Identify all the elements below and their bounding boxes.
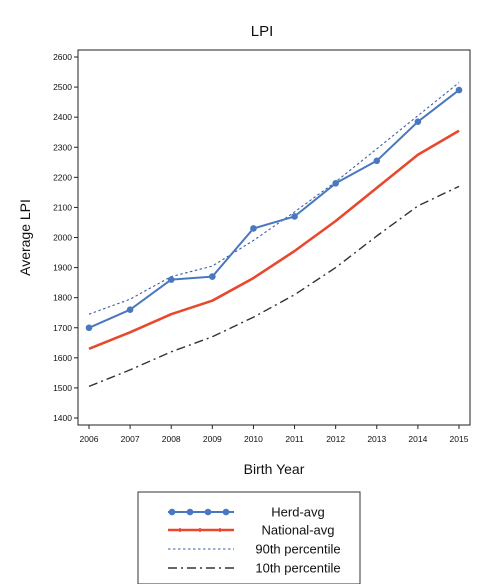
y-tick-label: 2400 bbox=[53, 112, 72, 122]
x-tick-label: 2012 bbox=[326, 434, 345, 444]
series-line-90th-percentile bbox=[88, 82, 460, 315]
legend-label-90th-percentile: 90th percentile bbox=[255, 542, 340, 557]
legend-marker bbox=[222, 508, 230, 516]
x-tick-label: 2006 bbox=[80, 434, 99, 444]
plot-frame bbox=[77, 49, 471, 426]
x-axis-title: Birth Year bbox=[244, 461, 305, 477]
x-tick-label: 2007 bbox=[121, 434, 140, 444]
data-point-herd-avg bbox=[250, 225, 257, 232]
x-tick-label: 2008 bbox=[162, 434, 181, 444]
data-point-herd-avg bbox=[291, 213, 298, 220]
x-tick-label: 2010 bbox=[244, 434, 263, 444]
data-point-herd-avg bbox=[332, 180, 339, 187]
x-tick-label: 2009 bbox=[203, 434, 222, 444]
y-tick-label: 2300 bbox=[53, 142, 72, 152]
y-tick-label: 1700 bbox=[53, 323, 72, 333]
y-axis-title: Average LPI bbox=[17, 199, 33, 276]
y-tick-label: 1500 bbox=[53, 383, 72, 393]
x-tick-label: 2011 bbox=[285, 434, 304, 444]
y-tick-label: 1400 bbox=[53, 413, 72, 423]
x-tick-label: 2013 bbox=[367, 434, 386, 444]
legend-marker bbox=[204, 508, 212, 516]
axes: 1400 1500 1600 1700 1800 1900 2000 2100 2200 2300… bbox=[53, 52, 469, 444]
y-tick-label: 1800 bbox=[53, 293, 72, 303]
x-tick-label: 2014 bbox=[408, 434, 427, 444]
data-point-herd-avg bbox=[209, 273, 216, 280]
legend-marker bbox=[168, 508, 176, 516]
y-tick-label: 1600 bbox=[53, 353, 72, 363]
y-tick-label: 2500 bbox=[53, 82, 72, 92]
data-point-herd-avg bbox=[167, 276, 175, 283]
data-point-herd-avg bbox=[414, 118, 422, 125]
y-tick-label: 2100 bbox=[53, 202, 72, 212]
series-line-national-avg bbox=[88, 129, 460, 351]
plot-area bbox=[85, 82, 463, 388]
data-point-herd-avg bbox=[126, 306, 134, 314]
x-tick-label: 2015 bbox=[450, 434, 469, 444]
data-point-herd-avg bbox=[373, 157, 381, 165]
legend-marker bbox=[186, 508, 194, 516]
y-tick-label: 1900 bbox=[53, 263, 72, 273]
y-tick-label: 2200 bbox=[53, 172, 72, 182]
chart-title: LPI bbox=[251, 23, 274, 40]
y-tick-label: 2600 bbox=[53, 52, 72, 62]
data-point-herd-avg bbox=[455, 86, 463, 94]
legend-label-herd-avg: Herd-avg bbox=[271, 505, 324, 520]
legend-label-national-avg: National-avg bbox=[262, 523, 335, 538]
y-tick-label: 2000 bbox=[53, 233, 72, 243]
legend: Herd-avg National-avg 90th percentile 10th … bbox=[137, 491, 361, 584]
series-line-herd-avg bbox=[88, 89, 460, 329]
data-point-herd-avg bbox=[85, 324, 93, 332]
legend-label-10th-percentile: 10th percentile bbox=[255, 561, 340, 576]
series-line-10th-percentile bbox=[88, 185, 460, 388]
